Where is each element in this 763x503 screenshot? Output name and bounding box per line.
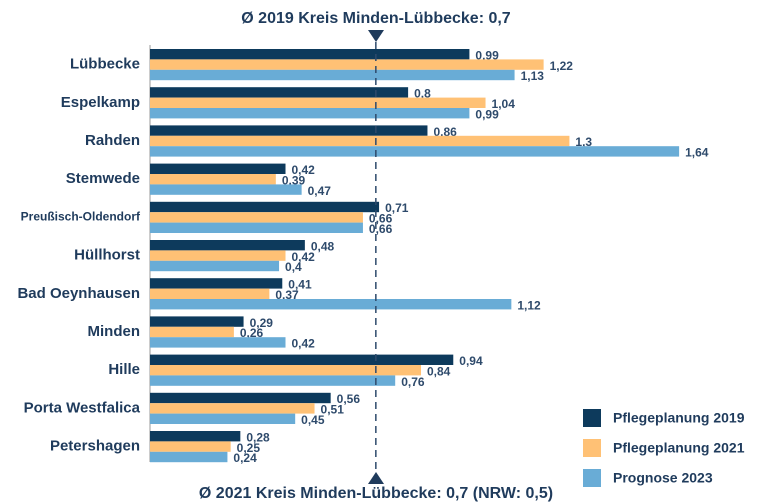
bar <box>150 201 380 213</box>
bar <box>150 392 331 404</box>
bar <box>150 240 305 251</box>
value-label: 0,39 <box>282 173 306 187</box>
bar <box>150 250 286 261</box>
bar <box>150 97 486 108</box>
value-label: 1,3 <box>575 135 592 149</box>
value-label: 0,71 <box>385 201 409 215</box>
value-label: 0,86 <box>433 125 457 139</box>
legend-swatch <box>583 469 601 487</box>
bar <box>150 316 244 327</box>
value-label: 0,28 <box>246 430 270 444</box>
legend-swatch <box>583 439 601 457</box>
value-label: 0,41 <box>288 278 312 292</box>
value-label: 0,66 <box>369 212 393 226</box>
bar <box>150 278 283 289</box>
bar <box>150 108 470 119</box>
category-label: Petershagen <box>50 438 140 455</box>
bar <box>150 184 302 195</box>
bar <box>150 326 234 338</box>
value-label: 0,8 <box>414 87 431 101</box>
value-label: 0,76 <box>401 375 425 389</box>
value-label: 0,26 <box>240 326 264 340</box>
bar <box>150 431 241 442</box>
value-label: 1,64 <box>685 146 709 160</box>
value-label: 0,42 <box>292 163 316 177</box>
category-label: Espelkamp <box>61 94 140 111</box>
value-label: 0,56 <box>337 392 361 406</box>
category-label: Porta Westfalica <box>24 399 141 416</box>
category-label: Preußisch-Oldendorf <box>21 210 141 224</box>
bar <box>150 260 280 272</box>
bar <box>150 125 428 136</box>
bar <box>150 212 363 223</box>
value-label: 0,66 <box>369 222 393 236</box>
legend-label: Pflegeplanung 2019 <box>613 410 745 426</box>
value-label: 0,48 <box>311 239 335 253</box>
marker-top <box>368 30 384 42</box>
value-label: 0,29 <box>250 316 274 330</box>
category-label: Hüllhorst <box>74 247 140 264</box>
value-label: 1,12 <box>517 298 541 312</box>
value-label: 0,84 <box>427 364 451 378</box>
bar <box>150 146 680 157</box>
bar <box>150 413 296 424</box>
annotation-top: Ø 2019 Kreis Minden-Lübbecke: 0,7 <box>241 10 511 27</box>
bar <box>150 59 544 70</box>
value-label: 1,22 <box>550 59 574 73</box>
value-label: 0,51 <box>321 403 345 417</box>
value-label: 0,42 <box>292 337 316 351</box>
bar <box>150 451 228 463</box>
value-label: 0,45 <box>301 413 325 427</box>
bar <box>150 337 286 348</box>
value-label: 0,99 <box>475 107 499 121</box>
legend-label: Prognose 2023 <box>613 470 713 486</box>
value-label: 0,4 <box>285 260 302 274</box>
value-label: 0,99 <box>475 48 499 62</box>
category-label: Rahden <box>85 132 140 149</box>
value-label: 0,25 <box>237 441 261 455</box>
bar <box>150 69 515 81</box>
annotation-bottom: Ø 2021 Kreis Minden-Lübbecke: 0,7 (NRW: … <box>199 485 553 502</box>
bar <box>150 222 363 233</box>
bar <box>150 135 570 147</box>
value-label: 0,37 <box>275 288 299 302</box>
bar <box>150 354 454 365</box>
category-label: Lübbecke <box>70 56 140 73</box>
value-label: 0,47 <box>308 184 332 198</box>
legend-swatch <box>583 409 601 427</box>
bar <box>150 365 422 376</box>
value-label: 0,42 <box>292 250 316 264</box>
legend-label: Pflegeplanung 2021 <box>613 440 745 456</box>
bar <box>150 375 396 386</box>
category-label: Minden <box>88 323 141 340</box>
category-label: Bad Oeynhausen <box>17 285 140 302</box>
value-label: 1,04 <box>492 97 516 111</box>
category-label: Hille <box>108 361 140 378</box>
bar <box>150 49 470 60</box>
bar <box>150 174 276 185</box>
value-label: 0,94 <box>459 354 483 368</box>
category-label: Stemwede <box>66 170 140 187</box>
marker-bottom <box>368 472 384 484</box>
bar <box>150 87 409 98</box>
bar <box>150 441 231 452</box>
value-label: 0,24 <box>233 451 257 465</box>
bar <box>150 288 270 299</box>
value-label: 1,13 <box>521 69 545 83</box>
bar <box>150 299 512 310</box>
bar <box>150 163 286 174</box>
bar <box>150 403 315 414</box>
